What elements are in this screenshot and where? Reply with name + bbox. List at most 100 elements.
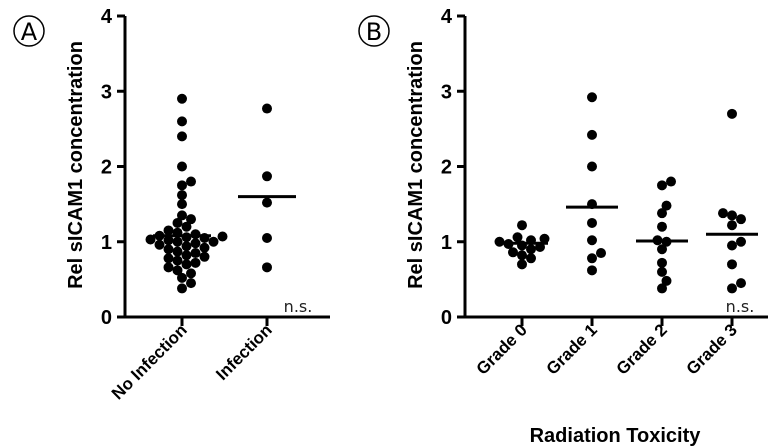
data-point bbox=[517, 250, 527, 261]
data-point bbox=[186, 268, 196, 279]
data-points-b bbox=[494, 92, 746, 294]
data-point bbox=[727, 259, 737, 270]
data-point bbox=[181, 221, 192, 232]
data-point bbox=[736, 236, 746, 247]
data-point bbox=[657, 180, 667, 191]
y-tick-label: 3 bbox=[101, 81, 112, 103]
data-point bbox=[154, 239, 165, 250]
data-point bbox=[177, 199, 187, 210]
data-point bbox=[177, 93, 187, 104]
data-point bbox=[177, 283, 187, 294]
x-category-label: Grade 1 bbox=[543, 320, 601, 378]
y-tick-label: 2 bbox=[101, 157, 112, 179]
y-tick-label: 0 bbox=[101, 307, 112, 329]
data-point bbox=[657, 208, 667, 219]
x-category-label: Grade 2 bbox=[613, 320, 671, 378]
y-tick-label: 4 bbox=[101, 6, 113, 28]
data-point bbox=[587, 161, 597, 172]
panel-a-letter: A bbox=[21, 18, 38, 46]
data-point bbox=[262, 232, 272, 243]
data-point bbox=[661, 200, 672, 211]
y-tick-label: 2 bbox=[441, 157, 452, 179]
data-point bbox=[657, 257, 667, 268]
data-point bbox=[727, 108, 737, 119]
data-point bbox=[163, 225, 174, 236]
x-category-label: No Infection bbox=[108, 320, 191, 403]
data-point bbox=[172, 265, 183, 276]
data-point bbox=[587, 217, 597, 228]
data-point bbox=[587, 235, 597, 246]
data-point bbox=[190, 257, 201, 268]
y-tick-label: 3 bbox=[441, 81, 452, 103]
data-point bbox=[217, 231, 228, 242]
x-axis-title-b: Radiation Toxicity bbox=[530, 425, 702, 447]
data-point bbox=[517, 220, 527, 231]
data-point bbox=[190, 248, 201, 259]
data-point bbox=[181, 232, 192, 243]
data-point bbox=[181, 259, 192, 270]
x-category-label: Grade 3 bbox=[683, 320, 741, 378]
data-point bbox=[718, 208, 728, 219]
data-point bbox=[177, 272, 187, 283]
data-point bbox=[666, 176, 676, 187]
data-point bbox=[727, 220, 737, 231]
mean-lines-b bbox=[496, 205, 758, 245]
data-point bbox=[190, 229, 201, 240]
data-point bbox=[262, 262, 272, 273]
data-point bbox=[181, 250, 192, 261]
data-point bbox=[186, 176, 196, 187]
data-point bbox=[163, 253, 174, 264]
data-point bbox=[208, 236, 219, 247]
panel-a-badge bbox=[13, 15, 45, 47]
y-axis-title-b: Rel sICAM1 concentration bbox=[405, 41, 427, 289]
data-point bbox=[727, 240, 737, 251]
y-tick-label: 4 bbox=[441, 6, 453, 28]
data-point bbox=[163, 235, 174, 246]
panel-a: A Rel sICAM1 concentration 0 1 2 3 4 No Infe… bbox=[13, 6, 330, 403]
data-point bbox=[177, 190, 187, 201]
data-point bbox=[587, 253, 597, 264]
data-point bbox=[262, 197, 272, 208]
data-point bbox=[657, 244, 667, 255]
data-point bbox=[186, 278, 196, 289]
data-point bbox=[657, 266, 667, 277]
data-point bbox=[727, 283, 737, 294]
data-point bbox=[177, 210, 187, 221]
significance-annotation-a: n.s. bbox=[284, 297, 313, 316]
panel-b-letter: B bbox=[366, 18, 382, 46]
data-point bbox=[172, 217, 183, 228]
data-point bbox=[587, 92, 597, 103]
data-point bbox=[172, 236, 183, 247]
y-tick-label: 0 bbox=[441, 307, 452, 329]
data-point bbox=[172, 246, 183, 257]
data-point bbox=[181, 241, 192, 252]
data-point bbox=[262, 171, 272, 182]
x-ticks-a: No Infection Infection bbox=[108, 317, 276, 403]
y-tick-label: 1 bbox=[101, 232, 112, 254]
data-point bbox=[177, 131, 187, 142]
data-point bbox=[494, 236, 505, 247]
data-point bbox=[512, 232, 523, 243]
y-tick-label: 1 bbox=[441, 232, 452, 254]
data-point bbox=[727, 210, 737, 221]
data-point bbox=[657, 221, 667, 232]
data-point bbox=[526, 244, 536, 255]
data-point bbox=[517, 259, 527, 270]
data-point bbox=[661, 275, 672, 286]
panel-b: B Rel sICAM1 concentration 0 1 2 3 4 Grade 0… bbox=[358, 6, 768, 447]
x-category-label: Infection bbox=[212, 320, 276, 384]
y-axis-title-a: Rel sICAM1 concentration bbox=[65, 41, 87, 289]
data-point bbox=[177, 116, 187, 127]
data-point bbox=[539, 233, 550, 244]
data-point bbox=[736, 278, 746, 289]
mean-lines-a bbox=[153, 195, 296, 238]
data-point bbox=[199, 251, 210, 262]
data-point bbox=[163, 262, 174, 273]
panel-b-badge bbox=[358, 15, 390, 47]
data-point bbox=[526, 253, 536, 264]
data-point bbox=[587, 265, 597, 276]
significance-annotation-b: n.s. bbox=[726, 297, 755, 316]
data-point bbox=[199, 242, 210, 253]
data-point bbox=[657, 283, 667, 294]
data-point bbox=[177, 180, 187, 191]
